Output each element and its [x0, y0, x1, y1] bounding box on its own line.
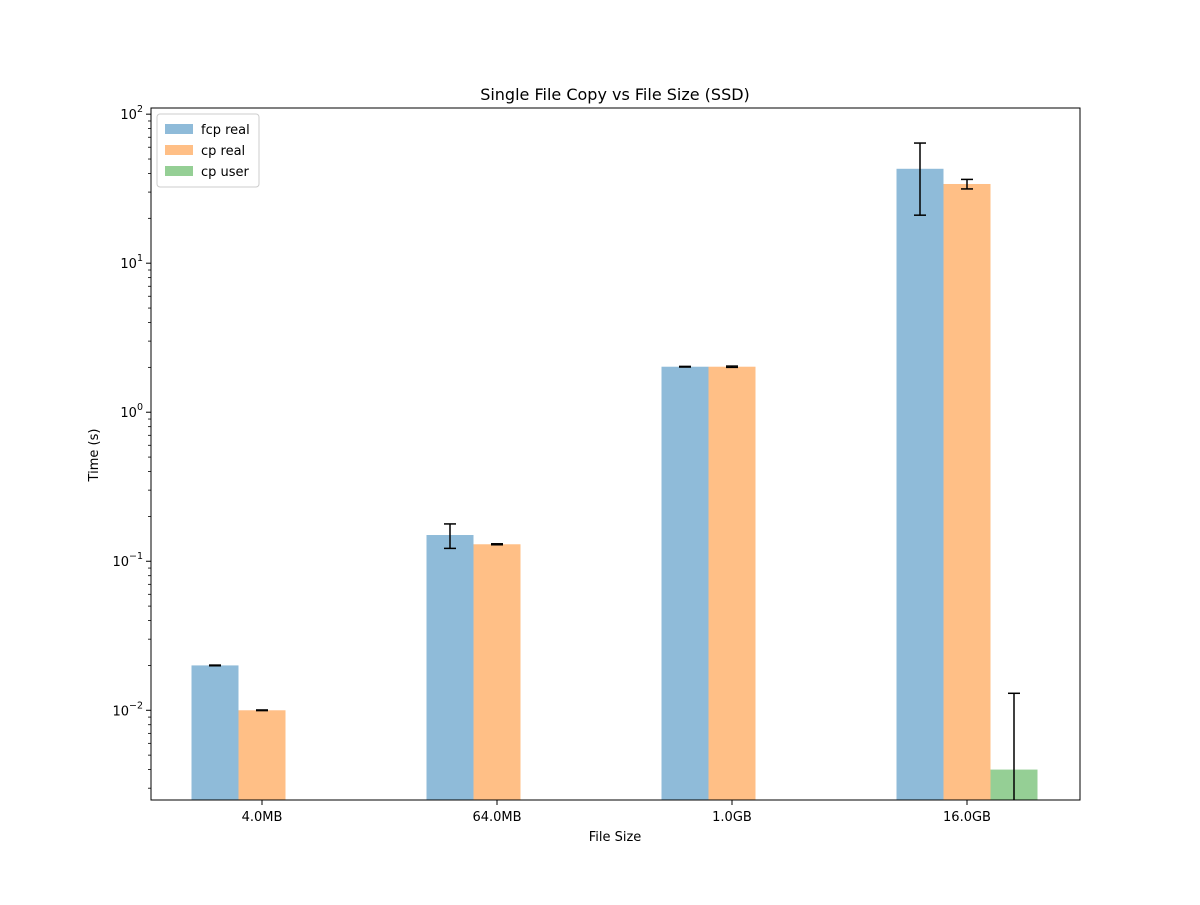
legend-label: fcp real [201, 123, 250, 138]
bar [191, 665, 239, 800]
y-tick-label: 100 [120, 402, 143, 421]
bar [943, 183, 991, 800]
y-tick-label: 101 [120, 253, 143, 272]
axis-ticks: 4.0MB 64.0MB 1.0GB 16.0GB 10−2 10−1 100 101 102 [112, 104, 991, 825]
bar [473, 544, 521, 800]
x-tick-label: 1.0GB [712, 810, 752, 825]
legend-swatch [165, 145, 193, 155]
x-tick-label: 64.0MB [472, 810, 521, 825]
bar [238, 710, 286, 800]
y-tick-label: 10−1 [112, 551, 143, 570]
bar [896, 168, 944, 800]
legend: fcp real cp real cp user [156, 113, 260, 188]
legend-label: cp real [201, 144, 245, 159]
plot-frame [150, 107, 1081, 801]
plot-area [191, 142, 1038, 800]
y-tick-label: 10−2 [112, 700, 143, 719]
legend-label: cp user [201, 165, 250, 180]
y-tick-label: 102 [120, 104, 143, 123]
x-axis-label: File Size [589, 830, 642, 845]
bar [708, 366, 756, 800]
y-axis-label: Time (s) [87, 429, 102, 483]
legend-swatch [165, 124, 193, 134]
bar [426, 535, 474, 800]
chart-title: Single File Copy vs File Size (SSD) [480, 85, 750, 104]
bar [661, 366, 709, 800]
x-tick-label: 16.0GB [943, 810, 991, 825]
x-tick-label: 4.0MB [242, 810, 283, 825]
legend-swatch [165, 166, 193, 176]
